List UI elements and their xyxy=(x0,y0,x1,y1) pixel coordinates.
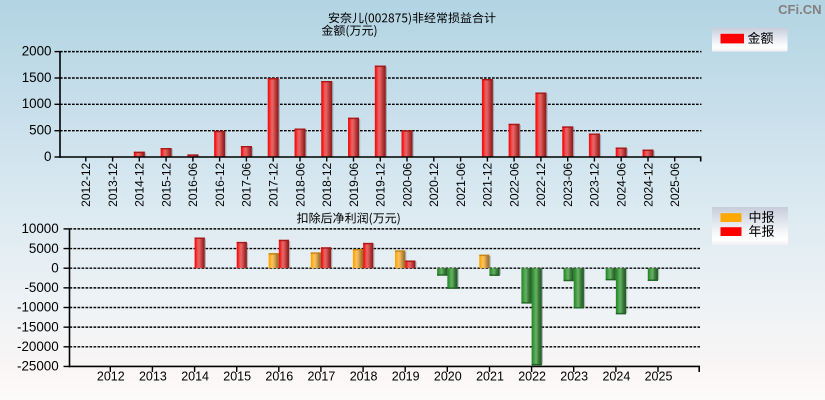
svg-text:2022-12: 2022-12 xyxy=(534,162,548,206)
svg-text:2000: 2000 xyxy=(22,44,52,59)
svg-text:2013: 2013 xyxy=(139,370,167,384)
svg-text:-10000: -10000 xyxy=(17,300,59,315)
svg-text:2020-06: 2020-06 xyxy=(400,162,414,206)
svg-text:10000: 10000 xyxy=(21,221,58,236)
svg-text:2014-12: 2014-12 xyxy=(133,162,147,206)
svg-text:2020: 2020 xyxy=(434,370,462,384)
svg-text:2018-12: 2018-12 xyxy=(320,162,334,206)
svg-text:2023-12: 2023-12 xyxy=(588,162,602,206)
svg-text:2017-06: 2017-06 xyxy=(240,162,254,206)
svg-text:2021-06: 2021-06 xyxy=(454,162,468,206)
svg-text:2017: 2017 xyxy=(307,370,335,384)
svg-text:0: 0 xyxy=(51,260,58,275)
svg-text:-15000: -15000 xyxy=(17,319,59,334)
svg-text:2018: 2018 xyxy=(350,370,378,384)
svg-text:2016: 2016 xyxy=(265,370,293,384)
svg-text:1500: 1500 xyxy=(22,70,52,85)
svg-text:2012-12: 2012-12 xyxy=(79,162,93,206)
svg-text:2015-12: 2015-12 xyxy=(159,162,173,206)
svg-text:5000: 5000 xyxy=(29,241,59,256)
svg-text:-5000: -5000 xyxy=(24,280,58,295)
svg-text:2020-12: 2020-12 xyxy=(427,162,441,206)
svg-text:2021: 2021 xyxy=(476,370,504,384)
svg-text:2012: 2012 xyxy=(97,370,125,384)
svg-text:2016-12: 2016-12 xyxy=(213,162,227,206)
svg-text:-20000: -20000 xyxy=(17,339,59,354)
svg-text:0: 0 xyxy=(44,149,51,164)
svg-text:1000: 1000 xyxy=(22,96,52,111)
svg-text:2025: 2025 xyxy=(645,370,673,384)
svg-text:2024: 2024 xyxy=(602,370,630,384)
svg-text:2019: 2019 xyxy=(392,370,420,384)
svg-text:2022: 2022 xyxy=(518,370,546,384)
svg-text:2022-06: 2022-06 xyxy=(507,162,521,206)
svg-text:2013-12: 2013-12 xyxy=(106,162,120,206)
svg-text:CFi.CN: CFi.CN xyxy=(778,2,821,17)
svg-text:2025-06: 2025-06 xyxy=(668,162,682,206)
svg-text:2024-12: 2024-12 xyxy=(641,162,655,206)
svg-text:500: 500 xyxy=(29,123,51,138)
svg-text:2019-12: 2019-12 xyxy=(374,162,388,206)
svg-text:2014: 2014 xyxy=(181,370,209,384)
svg-text:2019-06: 2019-06 xyxy=(347,162,361,206)
svg-text:2017-12: 2017-12 xyxy=(267,162,281,206)
svg-text:-25000: -25000 xyxy=(17,359,59,374)
svg-text:2023-06: 2023-06 xyxy=(561,162,575,206)
svg-text:2021-12: 2021-12 xyxy=(481,162,495,206)
svg-text:2024-06: 2024-06 xyxy=(615,162,629,206)
svg-text:2018-06: 2018-06 xyxy=(293,162,307,206)
svg-text:2023: 2023 xyxy=(560,370,588,384)
svg-text:2015: 2015 xyxy=(223,370,251,384)
svg-text:2016-06: 2016-06 xyxy=(186,162,200,206)
